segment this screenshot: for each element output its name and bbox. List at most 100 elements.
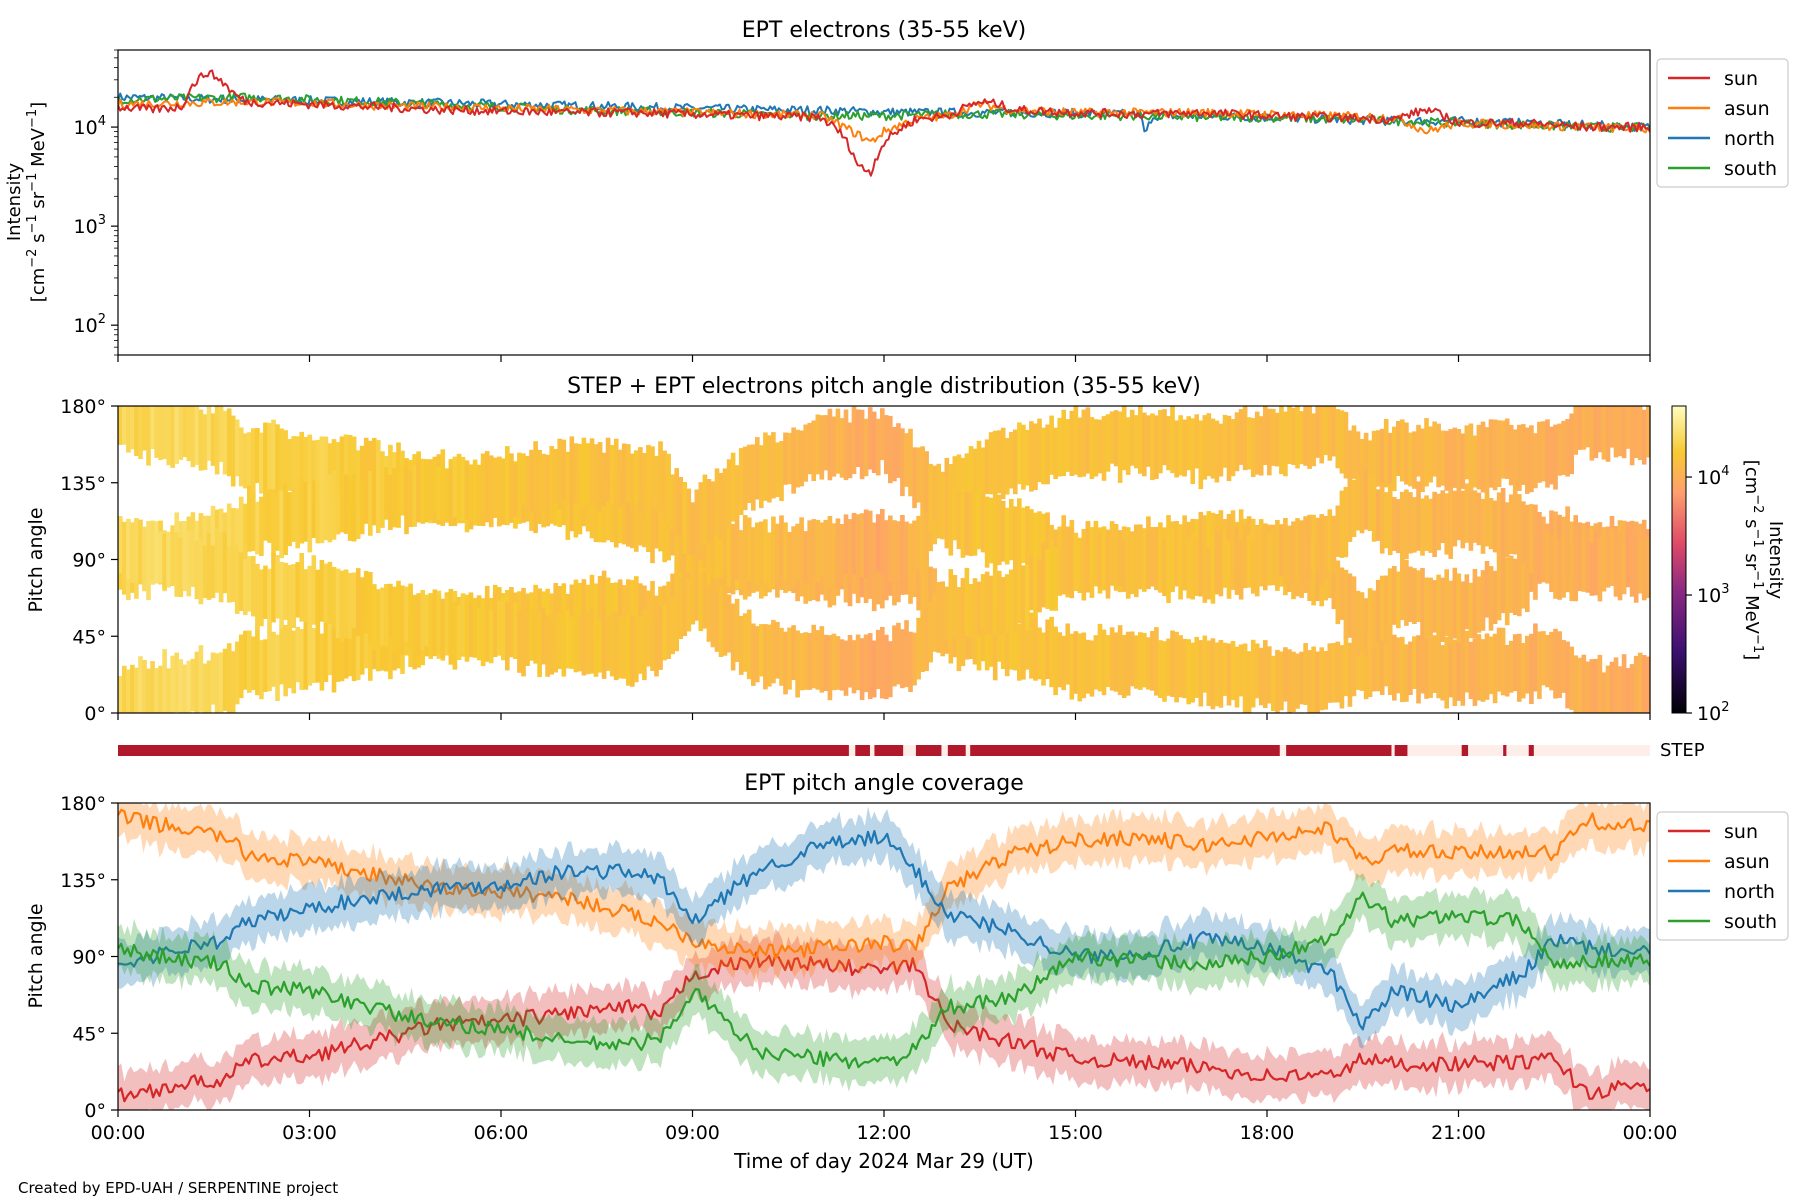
pad-cell (307, 483, 313, 553)
pad-cell (351, 572, 357, 629)
y-tick-label: 180° (60, 793, 106, 815)
pad-cell (1254, 643, 1260, 699)
pad-cell (1492, 500, 1498, 553)
pad-cell (1404, 422, 1409, 485)
pad-cell (1597, 654, 1603, 713)
pad-cell (634, 450, 639, 503)
pad-cell (1408, 566, 1413, 622)
pad-cell (428, 593, 434, 657)
x-tick-label: 18:00 (1240, 1122, 1295, 1144)
pad-cell (621, 620, 627, 679)
pad-cell (1170, 528, 1175, 593)
pad-cell (1629, 664, 1635, 713)
pad-cell (984, 571, 990, 635)
pad-cell (1218, 640, 1224, 708)
step-bar-fill (118, 745, 1650, 756)
pad-cell (234, 508, 240, 572)
pad-cell (863, 509, 869, 578)
pad-cell (1521, 501, 1526, 563)
pad-cell (1287, 406, 1292, 464)
pad-cell (561, 622, 567, 677)
pad-cell (1367, 440, 1373, 498)
pad-cell (1077, 417, 1083, 478)
pad-cell (218, 406, 224, 462)
pad-cell (440, 598, 446, 659)
pad-cell (363, 467, 369, 524)
pad-cell (238, 634, 244, 699)
x-axis-label: Time of day 2024 Mar 29 (UT) (733, 1149, 1034, 1173)
pad-cell (218, 532, 224, 603)
pad-cell (1375, 579, 1381, 643)
pad-cell (1029, 421, 1034, 492)
pad-cell (1375, 430, 1381, 487)
pad-cell (972, 492, 978, 556)
pad-cell (1448, 429, 1454, 498)
pad-cell (1246, 417, 1252, 470)
pad-cell (186, 406, 192, 462)
pad-cell (1581, 654, 1587, 713)
pad-cell (283, 624, 288, 697)
pad-cell (1577, 535, 1583, 592)
pad-cell (738, 530, 744, 589)
pad-cell (517, 452, 522, 519)
pad-cell (1621, 542, 1627, 595)
pad-cell (742, 515, 748, 580)
coverage-line-south (118, 891, 1650, 1070)
pad-cell (1512, 485, 1518, 555)
pad-cell (678, 505, 684, 574)
pad-cell (1150, 413, 1155, 481)
pad-cell (1637, 652, 1643, 713)
pad-cell (1222, 642, 1228, 696)
x-tick-label: 15:00 (1048, 1122, 1103, 1144)
pad-cell (1291, 407, 1296, 465)
pad-cell (855, 514, 861, 578)
pad-cell (1234, 526, 1240, 595)
pad-cell (1275, 649, 1280, 713)
pad-cell (162, 649, 167, 713)
pad-cell (601, 481, 607, 543)
pad-cell (799, 517, 804, 589)
pad-cell (888, 515, 893, 582)
step-panel: STEP (118, 740, 1705, 761)
pad-cell (884, 634, 889, 700)
pad-cell (1621, 654, 1627, 713)
pad-cell (263, 422, 268, 490)
pad-cell (307, 620, 313, 686)
pad-cell (779, 627, 784, 686)
pad-cell (259, 496, 264, 556)
pad-cell (1392, 566, 1397, 625)
pad-cell (807, 632, 813, 690)
pad-cell (1456, 573, 1462, 643)
legend-label-north: north (1724, 881, 1775, 903)
pad-cell (1089, 640, 1095, 697)
pad-cell (162, 533, 167, 590)
pad-cell (1109, 529, 1115, 586)
pad-cell (243, 433, 248, 489)
pad-cell (396, 580, 401, 649)
pad-cell (138, 406, 143, 459)
step-bar (118, 745, 1650, 756)
pad-cell (1242, 524, 1248, 589)
pad-cell (1017, 498, 1022, 567)
pad-cell (1428, 426, 1433, 483)
pad-cell (476, 608, 482, 661)
pad-cell (1065, 419, 1071, 472)
pad-cell (1017, 565, 1022, 623)
pad-cell (307, 565, 313, 625)
pad-cell (920, 556, 925, 612)
step-gap (941, 745, 948, 756)
pad-cell (1637, 406, 1643, 460)
pad-cell (787, 432, 792, 485)
pad-cell (1105, 635, 1111, 687)
pad-cell (1408, 492, 1413, 554)
pad-cell (880, 549, 885, 609)
pad-cell (190, 406, 196, 468)
pad-cell (972, 448, 978, 517)
pad-cell (694, 489, 700, 553)
pad-cell (497, 600, 502, 656)
pad-cell (1311, 413, 1316, 467)
pad-cell (1452, 567, 1458, 639)
pad-cell (1347, 430, 1353, 485)
pad-cell (295, 562, 301, 618)
step-gap (869, 745, 875, 756)
